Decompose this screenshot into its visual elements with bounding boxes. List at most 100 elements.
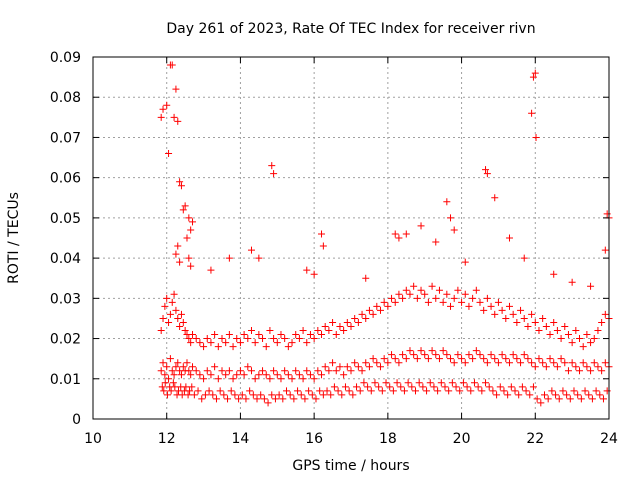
data-point <box>365 363 373 371</box>
data-point <box>174 314 182 322</box>
data-point <box>470 379 478 387</box>
data-point <box>260 395 268 403</box>
data-point <box>583 331 591 339</box>
data-point <box>222 339 230 347</box>
data-point <box>338 391 346 399</box>
data-point <box>207 371 215 379</box>
data-point <box>247 367 255 375</box>
data-point <box>564 331 572 339</box>
data-point <box>526 391 534 399</box>
data-point <box>334 387 342 395</box>
data-point <box>435 286 443 294</box>
y-tick-label: 0.03 <box>50 291 81 307</box>
data-point <box>187 371 195 379</box>
data-point <box>491 310 499 318</box>
data-point <box>176 178 184 186</box>
y-tick-label: 0.05 <box>50 211 81 227</box>
data-point <box>531 69 539 77</box>
data-point <box>251 375 259 383</box>
data-point <box>362 274 370 282</box>
data-point <box>552 391 560 399</box>
data-point <box>262 371 270 379</box>
x-tick-labels: 10 12 14 16 18 20 22 24 <box>84 431 618 447</box>
data-point <box>319 391 327 399</box>
data-point <box>303 266 311 274</box>
data-point <box>502 355 510 363</box>
data-point <box>550 359 558 367</box>
data-point <box>395 234 403 242</box>
x-tick-label: 24 <box>600 431 618 447</box>
data-point <box>450 226 458 234</box>
data-point <box>347 322 355 330</box>
data-point <box>171 383 179 391</box>
data-point <box>505 302 513 310</box>
x-tick-label: 18 <box>379 431 397 447</box>
data-point <box>268 391 276 399</box>
data-point <box>424 298 432 306</box>
data-point <box>294 387 302 395</box>
data-point <box>183 234 191 242</box>
data-point <box>415 379 423 387</box>
data-point <box>286 391 294 399</box>
data-point <box>332 367 340 375</box>
data-point <box>388 351 396 359</box>
data-point <box>406 347 414 355</box>
data-point <box>354 318 362 326</box>
data-point <box>399 351 407 359</box>
data-point <box>485 383 493 391</box>
data-point <box>318 371 326 379</box>
data-point <box>273 339 281 347</box>
data-point <box>186 387 194 395</box>
data-point <box>354 363 362 371</box>
data-point <box>198 395 206 403</box>
data-point <box>364 383 372 391</box>
data-point <box>498 351 506 359</box>
data-point <box>574 391 582 399</box>
data-point <box>160 387 168 395</box>
data-points <box>157 61 613 407</box>
data-point <box>312 395 320 403</box>
data-point <box>158 383 166 391</box>
data-point <box>341 383 349 391</box>
data-point <box>402 355 410 363</box>
data-point <box>435 355 443 363</box>
data-point <box>570 387 578 395</box>
data-point <box>592 387 600 395</box>
data-point <box>225 254 233 262</box>
data-point <box>157 113 165 121</box>
data-point <box>511 387 519 395</box>
data-point <box>441 383 449 391</box>
data-point <box>168 367 176 375</box>
data-point <box>504 391 512 399</box>
data-point <box>373 359 381 367</box>
data-point <box>581 387 589 395</box>
data-point <box>450 294 458 302</box>
data-point <box>200 343 208 351</box>
data-point <box>535 355 543 363</box>
data-point <box>284 343 292 351</box>
data-point <box>277 331 285 339</box>
data-point <box>594 327 602 335</box>
data-point <box>410 282 418 290</box>
data-point <box>491 194 499 202</box>
data-point <box>259 367 267 375</box>
data-point <box>297 391 305 399</box>
data-point <box>476 351 484 359</box>
data-point <box>443 198 451 206</box>
data-point <box>347 367 355 375</box>
data-point <box>487 302 495 310</box>
data-point <box>240 371 248 379</box>
data-point <box>321 363 329 371</box>
data-point <box>395 290 403 298</box>
data-point <box>412 387 419 395</box>
data-point <box>568 339 576 347</box>
y-tick-label: 0.01 <box>50 372 81 388</box>
data-point <box>185 335 193 343</box>
data-point <box>389 387 397 395</box>
data-point <box>454 286 462 294</box>
data-point <box>172 85 180 93</box>
x-tick-label: 20 <box>453 431 471 447</box>
data-point <box>417 286 425 294</box>
data-point <box>188 383 196 391</box>
data-point <box>176 322 184 330</box>
